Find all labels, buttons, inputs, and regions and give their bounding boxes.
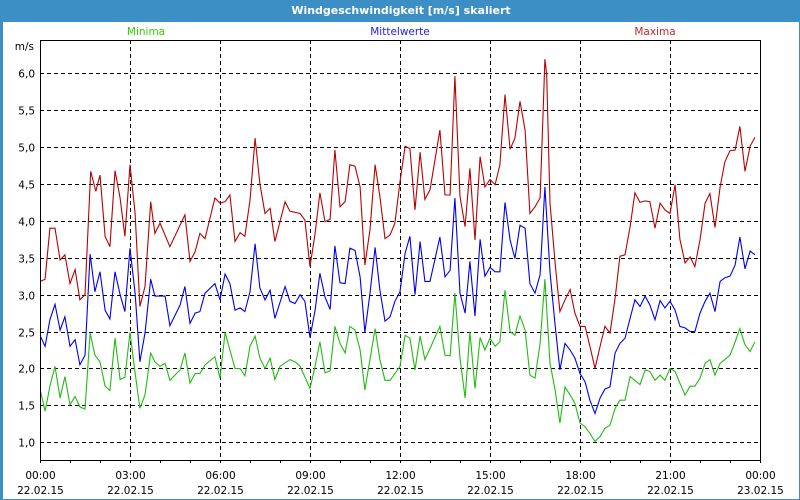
- x-tick-date-label: 22.02.15: [647, 485, 694, 497]
- series-line-mittelwerte: [40, 186, 756, 416]
- x-tick-date-label: 22.02.15: [17, 485, 64, 497]
- x-tick-date-label: 22.02.15: [107, 485, 154, 497]
- y-tick-label: 5,5: [18, 106, 35, 118]
- x-tick-time-label: 03:00: [115, 470, 145, 482]
- grid: [40, 40, 760, 460]
- y-tick-label: 5,0: [18, 143, 35, 155]
- y-axis-unit: m/s: [15, 41, 34, 53]
- y-tick-label: 4,5: [18, 180, 35, 192]
- y-tick-label: 1,5: [18, 401, 35, 413]
- y-tick-label: 1,0: [18, 438, 35, 450]
- x-tick-time-label: 00:00: [745, 470, 775, 482]
- y-tick-label: 2,5: [18, 328, 35, 340]
- x-tick-date-label: 22.02.15: [287, 485, 334, 497]
- x-tick-time-label: 06:00: [205, 470, 235, 482]
- x-tick-date-label: 22.02.15: [467, 485, 514, 497]
- x-tick-time-label: 15:00: [475, 470, 505, 482]
- x-tick-date-label: 22.02.15: [557, 485, 604, 497]
- x-tick-time-label: 21:00: [655, 470, 685, 482]
- x-tick-time-label: 18:00: [565, 470, 595, 482]
- series-lines: [40, 59, 756, 443]
- legend-maxima: Maxima: [634, 26, 675, 38]
- x-tick-time-label: 09:00: [295, 470, 325, 482]
- x-tick-time-label: 00:00: [25, 470, 55, 482]
- series-line-maxima: [40, 59, 756, 369]
- legend-mittelwerte: Mittelwerte: [370, 26, 430, 38]
- legend: Minima Mittelwerte Maxima: [127, 26, 676, 38]
- x-tick-date-label: 22.02.15: [377, 485, 424, 497]
- window-title: Windgeschwindigkeit [m/s] skaliert: [291, 4, 511, 17]
- series-line-minima: [40, 279, 756, 443]
- x-tick-date-label: 23.02.15: [737, 485, 784, 497]
- y-tick-label: 6,0: [18, 69, 35, 81]
- y-tick-label: 2,0: [18, 364, 35, 376]
- y-tick-label: 4,0: [18, 217, 35, 229]
- x-tick-time-label: 12:00: [385, 470, 415, 482]
- x-tick-date-label: 22.02.15: [197, 485, 244, 497]
- y-tick-label: 3,5: [18, 254, 35, 266]
- axes: 1,0 1,5 2,0 2,5 3,0 3,5 4,0 4,5 5,0 5,5 6,0 00:00 22…: [17, 69, 784, 498]
- y-tick-label: 3,0: [18, 291, 35, 303]
- legend-minima: Minima: [127, 26, 165, 38]
